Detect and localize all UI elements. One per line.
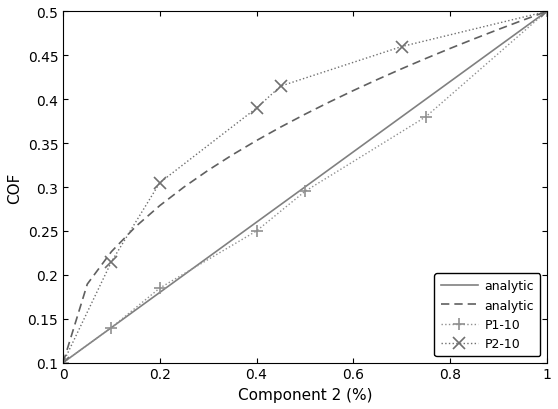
analytic	[84, 282, 90, 287]
Line: analytic: analytic	[63, 12, 547, 363]
P2-10	[156, 181, 163, 186]
Line: analytic: analytic	[63, 12, 547, 363]
analytic	[253, 139, 260, 144]
analytic	[350, 89, 357, 94]
P2-10	[398, 45, 405, 50]
analytic	[181, 185, 187, 190]
analytic	[519, 19, 526, 24]
analytic	[277, 125, 284, 130]
Y-axis label: COF: COF	[7, 172, 22, 203]
analytic	[60, 360, 66, 365]
analytic	[60, 360, 66, 365]
analytic	[495, 28, 502, 33]
Line: P1-10: P1-10	[57, 7, 552, 368]
analytic	[398, 115, 405, 120]
analytic	[301, 112, 308, 117]
P1-10	[108, 325, 115, 330]
P2-10	[543, 10, 550, 15]
analytic	[253, 220, 260, 225]
P1-10	[422, 115, 429, 120]
analytic	[422, 57, 429, 62]
P1-10	[156, 286, 163, 291]
Line: P2-10: P2-10	[57, 7, 552, 368]
analytic	[350, 150, 357, 155]
P1-10	[543, 10, 550, 15]
analytic	[543, 10, 550, 15]
P2-10	[60, 360, 66, 365]
analytic	[205, 255, 211, 260]
P2-10	[277, 84, 284, 89]
analytic	[132, 225, 139, 229]
analytic	[156, 204, 163, 209]
analytic	[229, 153, 235, 158]
analytic	[156, 290, 163, 295]
analytic	[446, 80, 453, 85]
P2-10	[253, 106, 260, 111]
analytic	[398, 67, 405, 72]
analytic	[471, 37, 478, 42]
analytic	[301, 185, 308, 190]
Legend: analytic, analytic, P1-10, P2-10: analytic, analytic, P1-10, P2-10	[435, 274, 540, 357]
P1-10	[253, 229, 260, 234]
P1-10	[60, 360, 66, 365]
analytic	[326, 101, 333, 106]
analytic	[108, 325, 115, 330]
analytic	[108, 249, 115, 254]
analytic	[374, 78, 381, 83]
P1-10	[301, 189, 308, 194]
analytic	[205, 169, 211, 173]
analytic	[495, 45, 502, 50]
analytic	[543, 10, 550, 15]
analytic	[446, 47, 453, 52]
X-axis label: Component 2 (%): Component 2 (%)	[238, 387, 372, 402]
P2-10	[108, 260, 115, 265]
